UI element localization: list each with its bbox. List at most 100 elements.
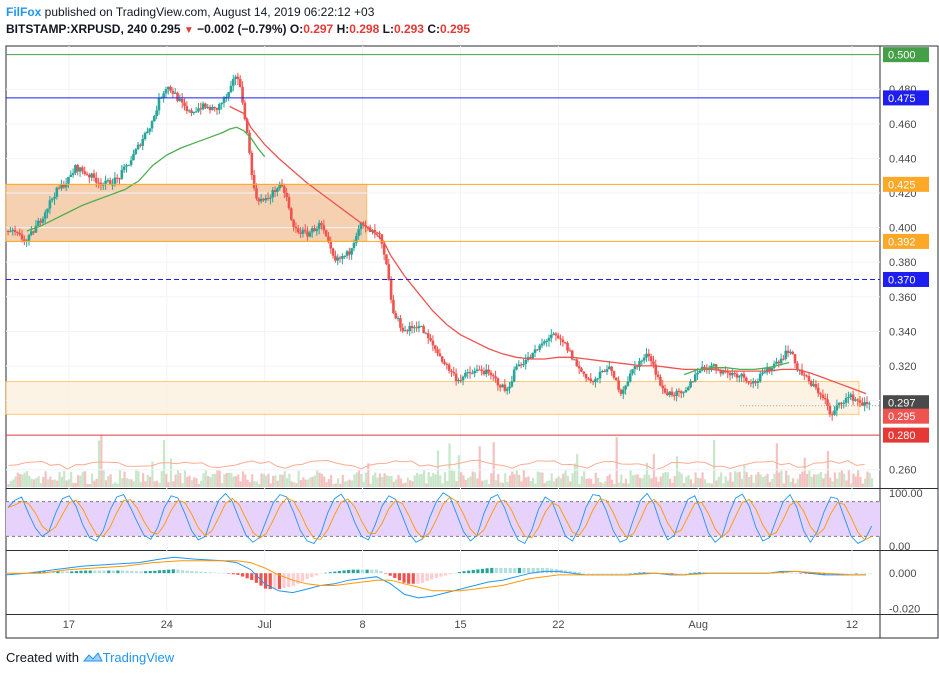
volume-bar [9, 481, 12, 487]
macd-histogram-bar [582, 572, 586, 574]
volume-bar [682, 483, 686, 487]
volume-bar [819, 471, 823, 487]
macd-histogram-bar [213, 572, 217, 574]
candle-body [566, 342, 569, 351]
candle-body [16, 232, 19, 234]
candle-body [85, 173, 89, 175]
volume-bar [225, 472, 228, 487]
candle-body [814, 384, 818, 388]
candle-body [540, 343, 544, 346]
macd-histogram-bar [536, 567, 540, 574]
volume-bar [836, 478, 839, 487]
volume-bar [334, 483, 337, 487]
macd-histogram-bar [623, 573, 628, 574]
macd-histogram-bar [360, 569, 365, 574]
volume-bar [443, 472, 447, 487]
macd-histogram-bar [854, 573, 858, 574]
volume-bar [162, 440, 166, 487]
macd-histogram-bar [167, 569, 171, 574]
candle-body [638, 361, 641, 368]
volume-bar [369, 483, 372, 487]
candle-body [271, 190, 275, 198]
volume-bar [218, 470, 221, 487]
volume-bar [555, 478, 558, 487]
volume-bar [801, 471, 804, 487]
candle-body [452, 371, 456, 374]
volume-bar [67, 479, 70, 487]
stochastic-k-line [7, 492, 873, 545]
close-label: C: [427, 22, 440, 36]
macd-histogram-bar [550, 568, 554, 574]
volume-bar [339, 483, 342, 487]
candle-body [714, 364, 718, 370]
volume-bar [169, 458, 173, 487]
candle-body [628, 373, 632, 382]
candle-body [721, 371, 725, 374]
candle-body [399, 318, 402, 328]
volume-bar [420, 473, 423, 487]
candle-body [742, 373, 746, 378]
volume-bar [404, 482, 407, 487]
candle-body [512, 369, 516, 382]
candle-body [408, 325, 411, 332]
macd-histogram-bar [430, 573, 434, 580]
candle-body [612, 371, 616, 378]
author-name[interactable]: FilFox [6, 5, 42, 19]
macd-histogram-bar [420, 573, 425, 583]
candle-body [299, 232, 302, 234]
volume-bar [274, 475, 277, 487]
candle-body [39, 220, 42, 223]
candle-body [252, 174, 256, 189]
volume-bar [111, 483, 115, 487]
macd-histogram-bar [245, 573, 249, 579]
candle-body [847, 396, 850, 398]
candle-body [136, 144, 140, 150]
volume-bar [838, 472, 841, 487]
volume-bar [847, 470, 850, 487]
volume-bar [750, 474, 753, 487]
volume-bar [464, 479, 467, 487]
price-tick-label: 0.460 [889, 119, 917, 131]
volume-bar [160, 471, 163, 487]
macd-histogram-bar [102, 570, 106, 574]
volume-bar [490, 473, 493, 487]
volume-bar [63, 470, 66, 487]
macd-histogram-bar [342, 570, 346, 574]
candle-body [654, 364, 658, 375]
volume-bar [833, 472, 836, 487]
candle-body [461, 376, 465, 381]
volume-bar [65, 480, 68, 487]
volume-bar [406, 477, 409, 487]
candle-body [169, 86, 172, 91]
volume-bar [685, 476, 688, 487]
candle-body [515, 366, 518, 370]
volume-bar [418, 474, 421, 487]
last-price-label: 0.297 [888, 398, 916, 410]
volume-bar [267, 473, 270, 487]
volume-bar [220, 482, 224, 487]
volume-bar [854, 476, 857, 487]
price-tick-label: 0.440 [889, 153, 917, 165]
volume-bar [350, 480, 354, 487]
volume-bar [615, 437, 618, 487]
volume-bar [694, 472, 697, 487]
candle-body [48, 200, 52, 209]
macd-histogram-bar [268, 573, 272, 590]
candle-body [426, 333, 430, 339]
volume-bar [395, 479, 398, 487]
candle-body [34, 225, 38, 233]
macd-histogram-bar [351, 569, 355, 574]
volume-bar [167, 482, 170, 487]
volume-bar [703, 479, 707, 487]
candle-body [146, 131, 149, 134]
candle-body [823, 397, 827, 400]
candle-body [248, 132, 251, 153]
volume-bar [768, 482, 771, 487]
price-change: −0.002 (−0.79%) [197, 22, 287, 36]
candle-body [863, 401, 866, 406]
candle-body [206, 106, 210, 108]
stochastic-tick-label: 0.00 [889, 541, 910, 553]
volume-bar [320, 473, 323, 487]
tradingview-link[interactable]: TradingView [102, 650, 175, 665]
